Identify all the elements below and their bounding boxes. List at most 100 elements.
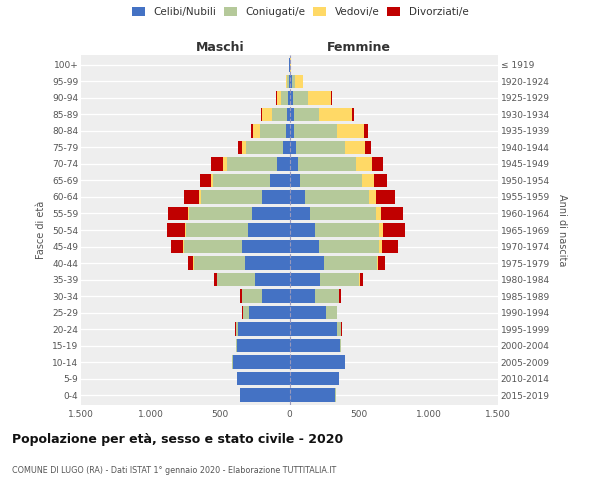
Bar xyxy=(331,91,332,104)
Bar xyxy=(300,174,362,187)
Bar xyxy=(290,372,339,386)
Bar xyxy=(379,223,383,237)
Bar xyxy=(337,322,341,336)
Bar xyxy=(261,108,262,121)
Bar xyxy=(340,339,341,352)
Bar xyxy=(289,91,290,104)
Bar xyxy=(253,124,260,138)
Bar xyxy=(238,140,242,154)
Bar xyxy=(185,223,186,237)
Bar xyxy=(319,240,379,254)
Bar xyxy=(281,91,289,104)
Bar xyxy=(200,174,211,187)
Bar xyxy=(200,190,262,204)
Bar xyxy=(290,240,319,254)
Bar xyxy=(380,206,403,220)
Bar xyxy=(255,273,290,286)
Bar xyxy=(287,74,289,88)
Bar xyxy=(188,206,189,220)
Bar xyxy=(383,223,405,237)
Bar xyxy=(290,157,298,170)
Bar xyxy=(356,157,371,170)
Bar xyxy=(352,108,354,121)
Bar xyxy=(323,256,377,270)
Bar xyxy=(364,124,368,138)
Bar xyxy=(251,124,253,138)
Bar xyxy=(238,322,290,336)
Bar xyxy=(286,124,290,138)
Bar xyxy=(369,190,376,204)
Bar xyxy=(249,306,290,320)
Bar xyxy=(272,108,287,121)
Bar xyxy=(290,124,295,138)
Bar xyxy=(382,240,398,254)
Text: COMUNE DI LUGO (RA) - Dati ISTAT 1° gennaio 2020 - Elaborazione TUTTITALIA.IT: COMUNE DI LUGO (RA) - Dati ISTAT 1° genn… xyxy=(12,466,336,475)
Bar xyxy=(241,290,242,303)
Bar xyxy=(245,256,290,270)
Bar xyxy=(238,372,290,386)
Legend: Celibi/Nubili, Coniugati/e, Vedovi/e, Divorziati/e: Celibi/Nubili, Coniugati/e, Vedovi/e, Di… xyxy=(130,5,470,20)
Bar xyxy=(277,157,290,170)
Bar xyxy=(242,290,262,303)
Bar xyxy=(290,74,292,88)
Bar xyxy=(320,273,359,286)
Bar xyxy=(277,91,281,104)
Y-axis label: Fasce di età: Fasce di età xyxy=(37,201,46,259)
Bar xyxy=(217,273,255,286)
Bar xyxy=(233,356,290,369)
Y-axis label: Anni di nascita: Anni di nascita xyxy=(557,194,566,266)
Bar xyxy=(240,388,290,402)
Bar xyxy=(290,322,337,336)
Bar xyxy=(290,388,335,402)
Bar xyxy=(290,290,315,303)
Bar xyxy=(270,174,290,187)
Bar xyxy=(326,306,337,320)
Bar xyxy=(377,256,378,270)
Bar xyxy=(242,240,290,254)
Bar xyxy=(310,206,376,220)
Bar xyxy=(167,223,185,237)
Bar xyxy=(293,91,308,104)
Bar xyxy=(293,108,319,121)
Bar xyxy=(171,240,183,254)
Bar xyxy=(223,157,227,170)
Bar xyxy=(379,240,382,254)
Bar xyxy=(242,140,247,154)
Bar xyxy=(290,91,293,104)
Bar xyxy=(243,306,249,320)
Bar xyxy=(371,157,383,170)
Bar xyxy=(290,108,293,121)
Bar xyxy=(292,74,295,88)
Bar xyxy=(214,273,217,286)
Bar xyxy=(339,290,341,303)
Bar xyxy=(290,339,340,352)
Bar xyxy=(236,339,290,352)
Bar xyxy=(378,256,385,270)
Bar xyxy=(289,74,290,88)
Bar xyxy=(184,240,242,254)
Bar xyxy=(287,108,290,121)
Bar xyxy=(374,174,387,187)
Bar xyxy=(376,190,395,204)
Bar xyxy=(314,223,379,237)
Bar xyxy=(295,74,303,88)
Bar xyxy=(194,256,245,270)
Bar xyxy=(290,273,320,286)
Bar xyxy=(290,306,326,320)
Bar xyxy=(262,290,290,303)
Bar xyxy=(376,206,380,220)
Bar xyxy=(295,124,337,138)
Bar xyxy=(262,190,290,204)
Bar xyxy=(365,140,371,154)
Bar xyxy=(248,223,290,237)
Bar xyxy=(315,290,339,303)
Bar xyxy=(168,206,188,220)
Bar xyxy=(290,356,345,369)
Bar xyxy=(247,140,283,154)
Bar xyxy=(262,108,272,121)
Bar xyxy=(183,240,184,254)
Bar xyxy=(345,140,365,154)
Bar xyxy=(290,174,300,187)
Bar xyxy=(362,174,374,187)
Bar xyxy=(290,223,314,237)
